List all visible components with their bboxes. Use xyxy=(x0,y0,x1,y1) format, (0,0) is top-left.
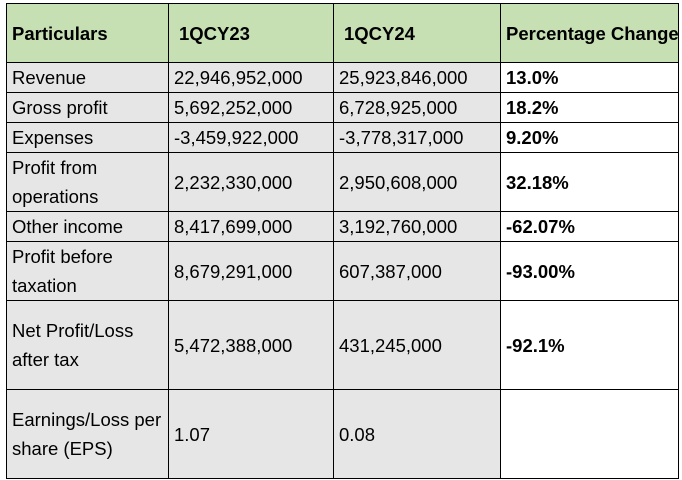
cell-1qcy23: 1.07 xyxy=(168,389,334,479)
table-row-profit-from-operations: Profit from operations 2,232,330,000 2,9… xyxy=(6,152,679,212)
table-row-net-profit-loss: Net Profit/Loss after tax 5,472,388,000 … xyxy=(6,300,679,390)
cell-percentage-change: -93.00% xyxy=(500,241,679,301)
header-1qcy24: 1QCY24 xyxy=(333,3,501,63)
cell-1qcy24: 0.08 xyxy=(333,389,501,479)
cell-percentage-change: 32.18% xyxy=(500,152,679,212)
cell-particular: Profit from operations xyxy=(6,152,169,212)
cell-particular: Net Profit/Loss after tax xyxy=(6,300,169,390)
cell-percentage-change: 13.0% xyxy=(500,62,679,93)
header-row: Particulars 1QCY23 1QCY24 Percentage Cha… xyxy=(6,3,679,63)
cell-1qcy24: 3,192,760,000 xyxy=(333,211,501,242)
cell-1qcy23: 2,232,330,000 xyxy=(168,152,334,212)
table-row-other-income: Other income 8,417,699,000 3,192,760,000… xyxy=(6,211,679,242)
table-row-gross-profit: Gross profit 5,692,252,000 6,728,925,000… xyxy=(6,92,679,123)
cell-percentage-change: -92.1% xyxy=(500,300,679,390)
header-percentage-change: Percentage Change xyxy=(500,3,679,63)
cell-1qcy24: 2,950,608,000 xyxy=(333,152,501,212)
cell-1qcy24: 431,245,000 xyxy=(333,300,501,390)
cell-particular: Revenue xyxy=(6,62,169,93)
cell-percentage-change: 9.20% xyxy=(500,122,679,153)
cell-percentage-change xyxy=(500,389,679,479)
cell-particular: Expenses xyxy=(6,122,169,153)
cell-1qcy23: -3,459,922,000 xyxy=(168,122,334,153)
financial-table: Particulars 1QCY23 1QCY24 Percentage Cha… xyxy=(6,3,679,479)
cell-1qcy23: 5,472,388,000 xyxy=(168,300,334,390)
cell-particular: Gross profit xyxy=(6,92,169,123)
cell-particular: Profit before taxation xyxy=(6,241,169,301)
table-row-eps: Earnings/Loss per share (EPS) 1.07 0.08 xyxy=(6,389,679,479)
cell-1qcy23: 8,417,699,000 xyxy=(168,211,334,242)
cell-percentage-change: 18.2% xyxy=(500,92,679,123)
cell-1qcy24: 25,923,846,000 xyxy=(333,62,501,93)
cell-1qcy24: 6,728,925,000 xyxy=(333,92,501,123)
cell-particular: Other income xyxy=(6,211,169,242)
cell-1qcy24: -3,778,317,000 xyxy=(333,122,501,153)
table-row-revenue: Revenue 22,946,952,000 25,923,846,000 13… xyxy=(6,62,679,93)
header-1qcy23: 1QCY23 xyxy=(168,3,334,63)
table-row-expenses: Expenses -3,459,922,000 -3,778,317,000 9… xyxy=(6,122,679,153)
cell-particular: Earnings/Loss per share (EPS) xyxy=(6,389,169,479)
cell-1qcy23: 22,946,952,000 xyxy=(168,62,334,93)
cell-1qcy24: 607,387,000 xyxy=(333,241,501,301)
header-particulars: Particulars xyxy=(6,3,169,63)
cell-percentage-change: -62.07% xyxy=(500,211,679,242)
table-row-profit-before-taxation: Profit before taxation 8,679,291,000 607… xyxy=(6,241,679,301)
cell-1qcy23: 8,679,291,000 xyxy=(168,241,334,301)
cell-1qcy23: 5,692,252,000 xyxy=(168,92,334,123)
